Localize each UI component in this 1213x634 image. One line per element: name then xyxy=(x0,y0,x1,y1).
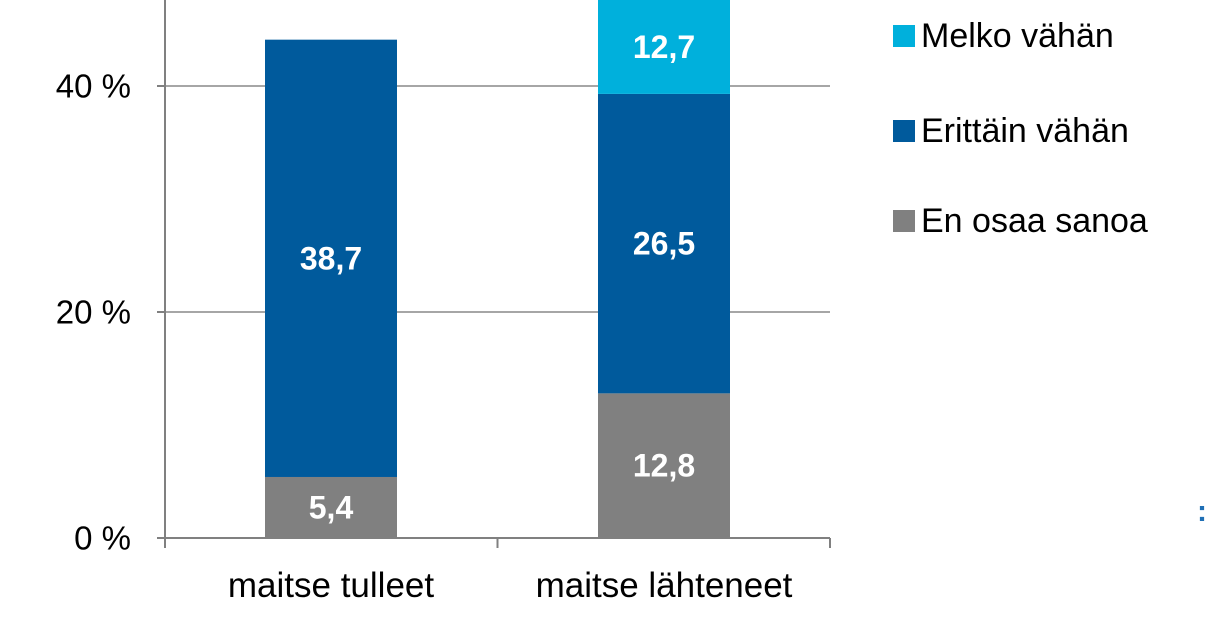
bar-segment xyxy=(265,39,397,477)
axes: 0 % 20 % 40 % maitse tulleet maitse lähtenee… xyxy=(56,0,831,605)
gridlines xyxy=(165,85,830,313)
legend-swatch xyxy=(893,25,915,47)
bar-segment xyxy=(265,476,397,538)
edge-mark: : xyxy=(1197,495,1207,528)
data-label: 5,4 xyxy=(309,489,354,525)
bar-segment xyxy=(598,393,730,538)
legend: Melko vähän Erittäin vähän En osaa sanoa xyxy=(893,17,1148,240)
data-label: 38,7 xyxy=(300,240,362,276)
bar-stacks xyxy=(265,0,730,538)
y-tick-label: 0 % xyxy=(74,520,131,557)
legend-swatch xyxy=(893,210,915,232)
bar-segment xyxy=(598,0,730,94)
data-label: 12,7 xyxy=(633,29,695,65)
legend-label: Melko vähän xyxy=(921,17,1114,55)
category-label: maitse lähteneet xyxy=(536,566,793,605)
legend-swatch xyxy=(893,120,915,142)
data-labels: 5,4 38,7 12,8 26,5 12,7 xyxy=(300,29,695,526)
legend-label: En osaa sanoa xyxy=(921,202,1148,240)
data-label: 26,5 xyxy=(633,226,695,262)
data-label: 12,8 xyxy=(633,448,695,484)
category-label: maitse tulleet xyxy=(228,566,434,605)
legend-label: Erittäin vähän xyxy=(921,112,1129,150)
y-tick-label: 40 % xyxy=(56,68,131,105)
y-tick-label: 20 % xyxy=(56,294,131,331)
bar-segment xyxy=(598,93,730,394)
